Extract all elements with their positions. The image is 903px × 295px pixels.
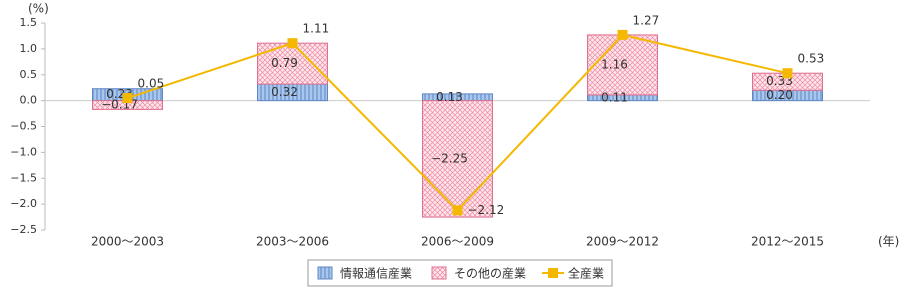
legend-swatch	[548, 268, 559, 278]
y-tick-label: −0.5	[10, 120, 37, 133]
line-point	[782, 68, 793, 79]
bar	[422, 100, 493, 218]
legend-swatch	[431, 266, 447, 280]
legend-label: 情報通信産業	[340, 266, 412, 281]
x-tick-label: 2003～2006	[256, 235, 329, 249]
data-label: 1.11	[303, 22, 330, 36]
data-label: −2.12	[468, 203, 505, 217]
y-tick-label: −1.0	[10, 145, 37, 158]
data-label: 0.11	[601, 90, 628, 104]
y-unit: (%)	[28, 2, 49, 16]
legend-label: 全産業	[568, 266, 604, 281]
x-tick-label: 2009～2012	[586, 235, 659, 249]
data-label: 0.05	[138, 77, 165, 91]
y-tick-label: 1.0	[20, 42, 38, 55]
line-point	[122, 93, 133, 104]
line-point	[617, 29, 628, 40]
x-tick-label: 2006～2009	[421, 235, 494, 249]
legend-swatch	[317, 266, 333, 280]
data-label: 0.79	[271, 56, 298, 70]
data-label: 1.27	[633, 13, 660, 27]
legend-label: その他の産業	[454, 266, 526, 281]
y-tick-label: 1.5	[20, 16, 38, 29]
x-tick-label: 2000～2003	[91, 235, 164, 249]
data-label: 1.16	[601, 57, 628, 71]
data-label: 0.20	[766, 88, 793, 102]
y-tick-label: −2.5	[10, 223, 37, 236]
y-tick-label: 0.5	[20, 68, 38, 81]
line-point	[452, 205, 463, 216]
y-tick-label: 0.0	[20, 94, 38, 107]
data-label: 0.32	[271, 85, 298, 99]
line-point	[287, 38, 298, 49]
y-tick-label: −1.5	[10, 171, 37, 184]
x-tick-label: 2012～2015	[751, 235, 824, 249]
data-label: −2.25	[431, 151, 468, 165]
data-label: 0.53	[798, 52, 825, 66]
data-label: 0.13	[436, 90, 463, 104]
x-unit: (年)	[878, 235, 899, 249]
bar	[587, 34, 658, 96]
y-tick-label: −2.0	[10, 197, 37, 210]
legend: 情報通信産業 その他の産業 全産業	[307, 259, 613, 287]
